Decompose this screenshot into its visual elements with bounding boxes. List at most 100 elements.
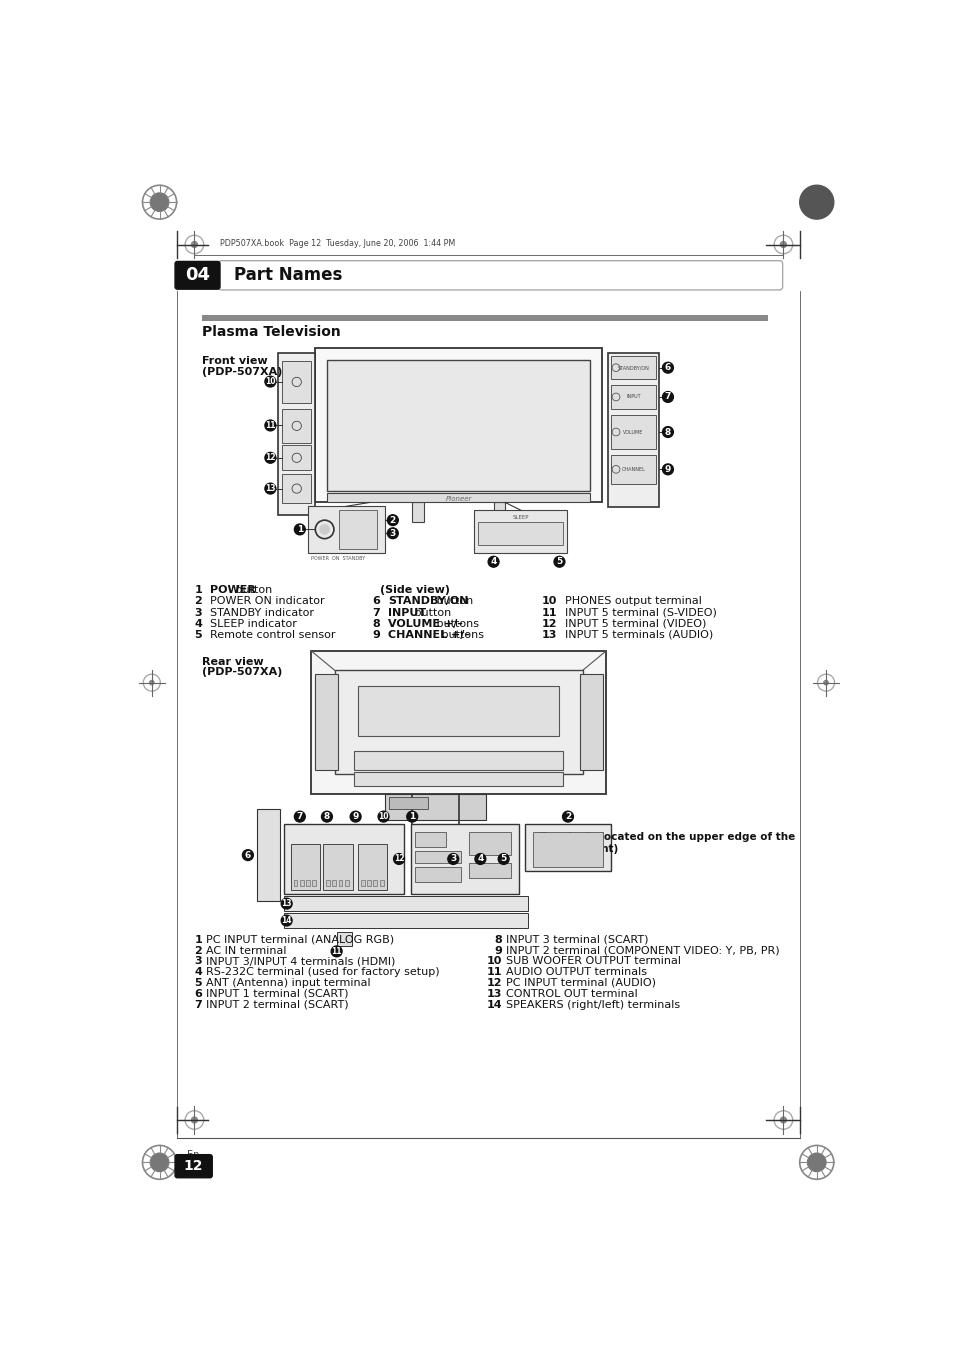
Text: buttons: buttons <box>433 619 478 628</box>
Bar <box>610 357 656 380</box>
Bar <box>202 315 767 320</box>
Text: PDP507XA.book  Page 12  Tuesday, June 20, 2006  1:44 PM: PDP507XA.book Page 12 Tuesday, June 20, … <box>220 239 455 249</box>
Bar <box>278 353 315 515</box>
Text: INPUT 3 terminal (SCART): INPUT 3 terminal (SCART) <box>505 935 648 944</box>
Circle shape <box>294 811 305 821</box>
Text: 12: 12 <box>486 978 501 988</box>
Text: PC INPUT terminal (ANALOG RGB): PC INPUT terminal (ANALOG RGB) <box>206 935 394 944</box>
Text: AUDIO OUTPUT terminals: AUDIO OUTPUT terminals <box>505 967 646 977</box>
Bar <box>412 503 423 521</box>
Bar <box>257 809 280 901</box>
Circle shape <box>294 524 305 535</box>
Bar <box>373 880 377 886</box>
Text: 1: 1 <box>296 526 303 534</box>
Bar <box>311 651 605 793</box>
Bar <box>533 832 602 867</box>
Text: POWER  ON  STANDBY: POWER ON STANDBY <box>311 557 365 562</box>
Circle shape <box>406 811 417 821</box>
Text: 12: 12 <box>184 1159 203 1173</box>
Bar <box>410 824 518 893</box>
Text: (Side view): (Side view) <box>380 585 450 596</box>
Text: INPUT 2 terminal (COMPONENT VIDEO: Y, PB, PR): INPUT 2 terminal (COMPONENT VIDEO: Y, PB… <box>505 946 779 955</box>
Circle shape <box>562 811 573 821</box>
Text: VOLUME +/–: VOLUME +/– <box>388 619 462 628</box>
Text: VOLUME: VOLUME <box>622 430 643 435</box>
Text: INPUT: INPUT <box>388 608 426 617</box>
Bar <box>282 361 311 403</box>
Circle shape <box>377 811 389 821</box>
Text: POWER: POWER <box>210 585 255 596</box>
Text: INPUT: INPUT <box>625 394 640 400</box>
Bar <box>493 503 505 521</box>
Bar <box>468 863 511 878</box>
Text: 5: 5 <box>194 978 202 988</box>
Text: 4: 4 <box>490 557 497 566</box>
Text: 7: 7 <box>664 393 670 401</box>
Bar <box>415 867 460 882</box>
Text: 10: 10 <box>541 596 557 607</box>
Text: 7: 7 <box>296 812 303 821</box>
Bar <box>323 843 353 890</box>
Text: 11: 11 <box>486 967 501 977</box>
Bar <box>282 446 311 470</box>
Text: 9: 9 <box>664 465 670 474</box>
Text: 6: 6 <box>373 596 380 607</box>
Circle shape <box>806 1152 825 1171</box>
Text: INPUT 3/INPUT 4 terminals (HDMI): INPUT 3/INPUT 4 terminals (HDMI) <box>206 957 395 966</box>
Bar <box>610 415 656 450</box>
Circle shape <box>319 524 329 534</box>
Text: STANDBY/ON: STANDBY/ON <box>617 365 649 370</box>
Text: 10: 10 <box>265 377 275 386</box>
Circle shape <box>475 854 485 865</box>
Text: Plasma Television: Plasma Television <box>202 324 340 339</box>
Text: SUB WOOFER OUTPUT terminal: SUB WOOFER OUTPUT terminal <box>505 957 680 966</box>
Bar <box>354 751 562 770</box>
Circle shape <box>780 1117 785 1123</box>
Text: RS-232C terminal (used for factory setup): RS-232C terminal (used for factory setup… <box>206 967 439 977</box>
Circle shape <box>394 854 404 865</box>
Text: POWER ON indicator: POWER ON indicator <box>210 596 324 607</box>
Circle shape <box>799 185 833 219</box>
Text: 12: 12 <box>265 454 275 462</box>
Text: 14: 14 <box>281 916 292 925</box>
Circle shape <box>265 420 275 431</box>
Circle shape <box>661 362 673 373</box>
Text: Part Names: Part Names <box>233 266 342 284</box>
Text: button: button <box>433 596 473 607</box>
Text: 13: 13 <box>541 630 557 640</box>
Text: PHONES output terminal: PHONES output terminal <box>564 596 701 607</box>
Bar <box>608 353 658 507</box>
Text: 2: 2 <box>194 596 202 607</box>
Text: INPUT 5 terminal (VIDEO): INPUT 5 terminal (VIDEO) <box>564 619 705 628</box>
Bar <box>477 521 562 544</box>
FancyBboxPatch shape <box>218 261 781 290</box>
Text: 4: 4 <box>194 619 202 628</box>
Text: 8: 8 <box>494 935 501 944</box>
Circle shape <box>242 850 253 861</box>
Text: 13: 13 <box>265 484 275 493</box>
Bar <box>327 359 590 490</box>
Bar <box>610 455 656 484</box>
Text: 5: 5 <box>500 854 506 863</box>
Text: 14: 14 <box>486 1000 501 1009</box>
Text: (Terminals located on the upper edge of the
compartment): (Terminals located on the upper edge of … <box>534 832 794 854</box>
Text: 8: 8 <box>323 812 330 821</box>
Bar <box>284 824 404 893</box>
Text: 9: 9 <box>373 630 380 640</box>
Text: 12: 12 <box>394 854 404 863</box>
Circle shape <box>822 681 827 685</box>
Text: INPUT 5 terminals (AUDIO): INPUT 5 terminals (AUDIO) <box>564 630 713 640</box>
Text: 11: 11 <box>541 608 557 617</box>
Text: INPUT 2 terminal (SCART): INPUT 2 terminal (SCART) <box>206 1000 348 1009</box>
Bar <box>357 686 558 736</box>
Text: 4: 4 <box>476 854 483 863</box>
Bar <box>315 349 601 503</box>
Text: button: button <box>233 585 273 596</box>
Circle shape <box>554 557 564 567</box>
Text: CHANNEL: CHANNEL <box>620 467 645 471</box>
Bar <box>282 474 311 503</box>
Text: buttons: buttons <box>437 630 483 640</box>
Text: INPUT 1 terminal (SCART): INPUT 1 terminal (SCART) <box>206 989 348 998</box>
Text: SPEAKERS (right/left) terminals: SPEAKERS (right/left) terminals <box>505 1000 679 1009</box>
Text: 1: 1 <box>194 935 202 944</box>
